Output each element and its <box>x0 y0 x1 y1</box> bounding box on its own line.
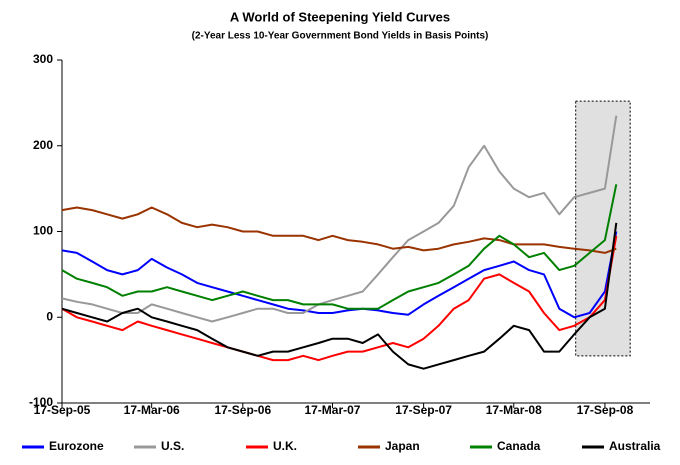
series-line <box>61 184 618 310</box>
x-tick-label: 17-Mar-08 <box>486 403 542 417</box>
series-line <box>61 235 618 362</box>
x-tick-label: 17-Mar-07 <box>304 403 360 417</box>
y-tick-label: -100 <box>29 395 53 409</box>
series-line <box>61 231 618 319</box>
x-tick-label: 17-Sep-07 <box>395 403 452 417</box>
legend-label: Japan <box>385 439 420 453</box>
x-tick-label: 17-Sep-05 <box>34 403 91 417</box>
highlight-region <box>575 100 631 357</box>
legend-label: U.K. <box>273 439 297 453</box>
y-tick-label: 300 <box>33 52 53 66</box>
legend-label: U.S. <box>161 439 184 453</box>
legend-label: Canada <box>497 439 541 453</box>
y-tick-label: 100 <box>33 224 53 238</box>
y-tick-label: 200 <box>33 138 53 152</box>
legend-label: Eurozone <box>49 439 104 453</box>
x-tick-label: 17-Sep-08 <box>577 403 634 417</box>
y-tick-label: 0 <box>46 309 53 323</box>
series-line <box>61 206 617 254</box>
series-line <box>61 222 618 370</box>
x-tick-label: 17-Sep-06 <box>214 403 271 417</box>
chart-subtitle: (2-Year Less 10-Year Government Bond Yie… <box>192 31 489 42</box>
series-line <box>61 115 618 323</box>
chart-title: A World of Steepening Yield Curves <box>230 9 450 24</box>
legend-label: Australia <box>609 439 661 453</box>
x-tick-label: 17-Mar-06 <box>124 403 180 417</box>
